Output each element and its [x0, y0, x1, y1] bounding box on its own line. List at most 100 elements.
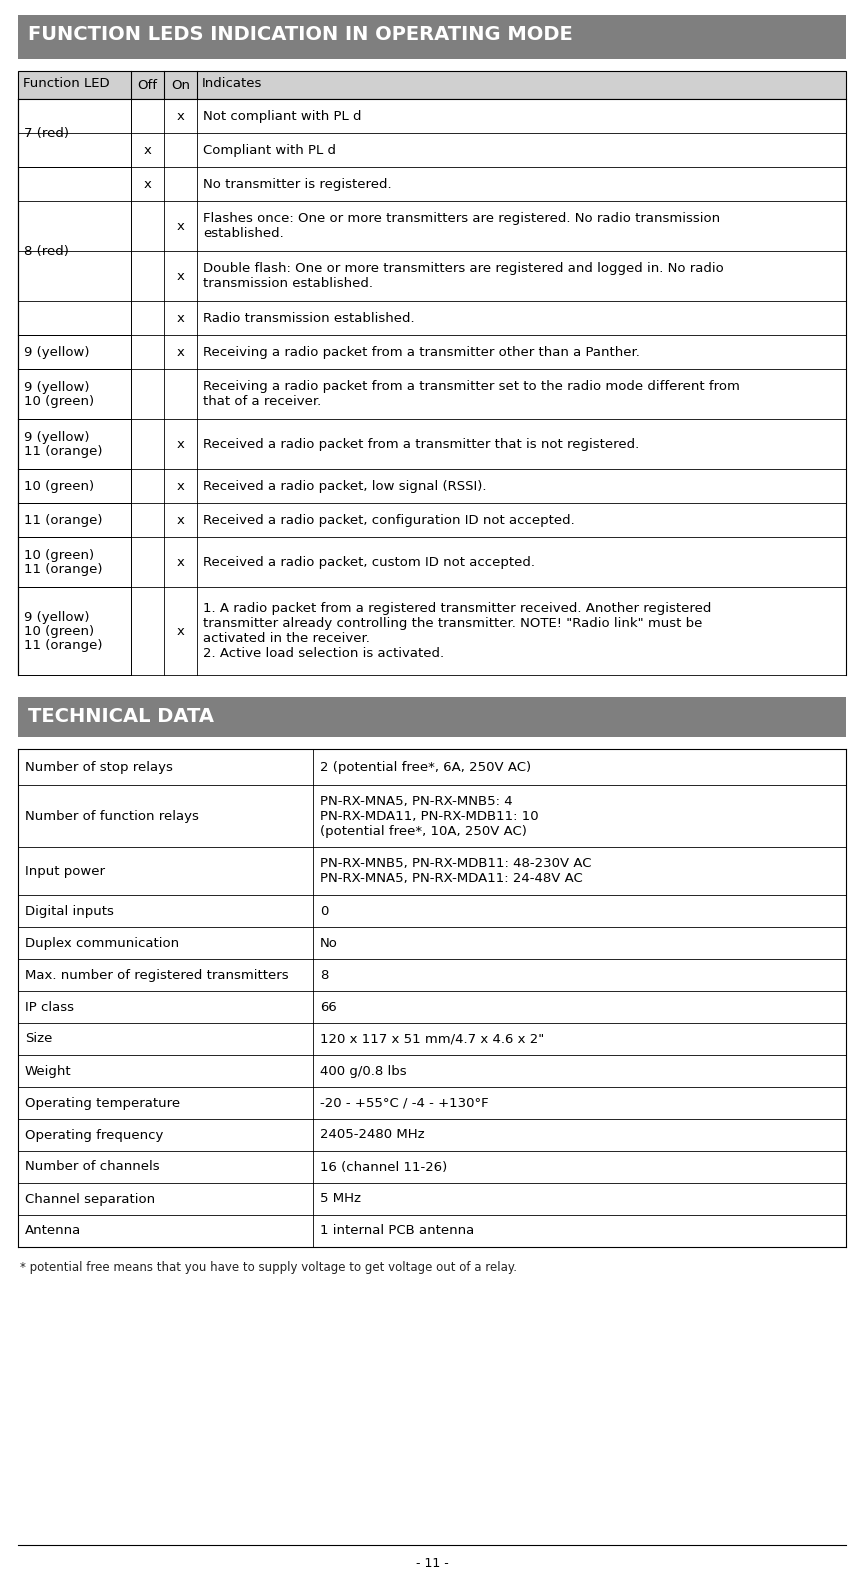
Bar: [18, 99, 131, 167]
Bar: [18, 991, 846, 1023]
Text: that of a receiver.: that of a receiver.: [203, 396, 321, 408]
Text: 10 (green): 10 (green): [24, 479, 94, 493]
Text: Compliant with PL d: Compliant with PL d: [203, 143, 336, 156]
Bar: [18, 336, 846, 369]
Text: Duplex communication: Duplex communication: [25, 936, 179, 949]
Text: transmitter already controlling the transmitter. NOTE! "Radio link" must be: transmitter already controlling the tran…: [203, 616, 702, 630]
Text: Digital inputs: Digital inputs: [25, 905, 114, 917]
Bar: [18, 132, 846, 167]
Text: x: x: [176, 109, 184, 123]
Bar: [18, 71, 846, 99]
Text: IP class: IP class: [25, 1001, 74, 1013]
Text: 400 g/0.8 lbs: 400 g/0.8 lbs: [320, 1064, 407, 1078]
Bar: [18, 1150, 846, 1184]
Bar: [18, 1087, 846, 1119]
Bar: [18, 697, 846, 738]
Text: 120 x 117 x 51 mm/4.7 x 4.6 x 2": 120 x 117 x 51 mm/4.7 x 4.6 x 2": [320, 1032, 544, 1045]
Text: 9 (yellow): 9 (yellow): [24, 380, 90, 394]
Bar: [18, 336, 131, 369]
Bar: [18, 927, 846, 960]
Text: PN-RX-MNB5, PN-RX-MDB11: 48-230V AC: PN-RX-MNB5, PN-RX-MDB11: 48-230V AC: [320, 857, 592, 870]
Text: x: x: [176, 624, 184, 638]
Bar: [18, 369, 131, 419]
Text: (potential free*, 10A, 250V AC): (potential free*, 10A, 250V AC): [320, 824, 527, 837]
Bar: [18, 537, 131, 586]
Text: - 11 -: - 11 -: [416, 1557, 448, 1570]
Text: 11 (orange): 11 (orange): [24, 638, 103, 651]
Bar: [18, 1054, 846, 1087]
Bar: [18, 586, 131, 675]
Bar: [18, 537, 846, 586]
Bar: [18, 99, 846, 132]
Bar: [18, 749, 846, 785]
Text: 2405-2480 MHz: 2405-2480 MHz: [320, 1128, 424, 1141]
Text: x: x: [176, 514, 184, 526]
Text: Max. number of registered transmitters: Max. number of registered transmitters: [25, 969, 289, 982]
Text: 10 (green): 10 (green): [24, 624, 94, 638]
Text: 66: 66: [320, 1001, 337, 1013]
Text: Receiving a radio packet from a transmitter other than a Panther.: Receiving a radio packet from a transmit…: [203, 345, 640, 358]
Text: 10 (green): 10 (green): [24, 548, 94, 561]
Bar: [18, 470, 846, 503]
Text: On: On: [171, 79, 190, 91]
Bar: [18, 16, 846, 58]
Text: PN-RX-MNA5, PN-RX-MNB5: 4: PN-RX-MNA5, PN-RX-MNB5: 4: [320, 794, 512, 807]
Text: -20 - +55°C / -4 - +130°F: -20 - +55°C / -4 - +130°F: [320, 1097, 489, 1110]
Text: x: x: [176, 345, 184, 358]
Text: 10 (green): 10 (green): [24, 394, 94, 408]
Bar: [18, 1184, 846, 1215]
Text: 8 (red): 8 (red): [24, 244, 69, 257]
Text: 8: 8: [320, 969, 328, 982]
Bar: [18, 1215, 846, 1247]
Text: 11 (orange): 11 (orange): [24, 514, 103, 526]
Text: Received a radio packet, custom ID not accepted.: Received a radio packet, custom ID not a…: [203, 555, 535, 569]
Text: 0: 0: [320, 905, 328, 917]
Text: 16 (channel 11-26): 16 (channel 11-26): [320, 1160, 448, 1174]
Text: x: x: [176, 479, 184, 493]
Text: PN-RX-MNA5, PN-RX-MDA11: 24-48V AC: PN-RX-MNA5, PN-RX-MDA11: 24-48V AC: [320, 872, 582, 886]
Text: transmission established.: transmission established.: [203, 277, 373, 290]
Text: TECHNICAL DATA: TECHNICAL DATA: [28, 708, 214, 727]
Text: No: No: [320, 936, 338, 949]
Text: x: x: [176, 312, 184, 325]
Text: established.: established.: [203, 227, 283, 240]
Bar: [18, 167, 846, 202]
Text: 5 MHz: 5 MHz: [320, 1193, 361, 1206]
Text: Off: Off: [137, 79, 157, 91]
Text: Received a radio packet, low signal (RSSI).: Received a radio packet, low signal (RSS…: [203, 479, 486, 493]
Bar: [18, 419, 131, 470]
Bar: [18, 586, 846, 675]
Text: Input power: Input power: [25, 865, 105, 878]
Text: Operating temperature: Operating temperature: [25, 1097, 180, 1110]
Bar: [18, 470, 131, 503]
Text: 9 (yellow): 9 (yellow): [24, 430, 90, 443]
Text: 9 (yellow): 9 (yellow): [24, 610, 90, 624]
Text: x: x: [143, 178, 151, 191]
Text: x: x: [176, 269, 184, 282]
Text: Indicates: Indicates: [202, 77, 263, 90]
Text: Weight: Weight: [25, 1064, 72, 1078]
Bar: [18, 503, 131, 537]
Bar: [18, 301, 846, 336]
Text: 1 internal PCB antenna: 1 internal PCB antenna: [320, 1225, 474, 1237]
Text: 2 (potential free*, 6A, 250V AC): 2 (potential free*, 6A, 250V AC): [320, 761, 531, 774]
Text: Channel separation: Channel separation: [25, 1193, 156, 1206]
Text: Operating frequency: Operating frequency: [25, 1128, 163, 1141]
Text: x: x: [176, 219, 184, 233]
Bar: [18, 251, 846, 301]
Text: Double flash: One or more transmitters are registered and logged in. No radio: Double flash: One or more transmitters a…: [203, 262, 724, 274]
Bar: [18, 369, 846, 419]
Bar: [18, 419, 846, 470]
Text: 11 (orange): 11 (orange): [24, 563, 103, 575]
Bar: [18, 785, 846, 846]
Bar: [18, 503, 846, 537]
Text: 11 (orange): 11 (orange): [24, 444, 103, 457]
Bar: [18, 960, 846, 991]
Text: Antenna: Antenna: [25, 1225, 81, 1237]
Text: Received a radio packet, configuration ID not accepted.: Received a radio packet, configuration I…: [203, 514, 575, 526]
Bar: [18, 1119, 846, 1150]
Bar: [18, 1023, 846, 1054]
Bar: [18, 846, 846, 895]
Bar: [18, 167, 131, 336]
Text: Function LED: Function LED: [23, 77, 110, 90]
